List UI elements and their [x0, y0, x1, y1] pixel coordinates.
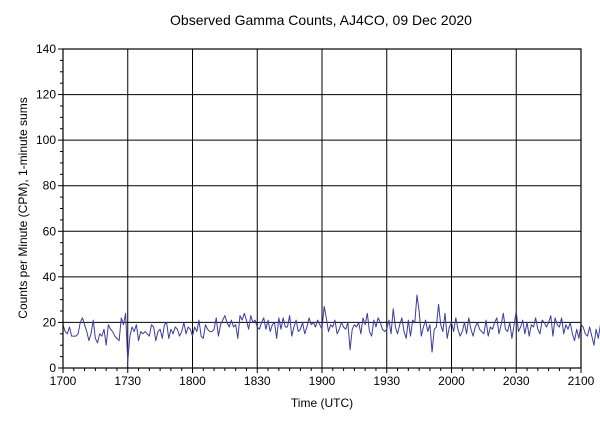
y-tick-label: 100	[36, 133, 56, 147]
x-tick-label: 1800	[179, 374, 206, 388]
x-tick-label: 2000	[438, 374, 465, 388]
y-tick-label: 140	[36, 42, 56, 56]
series-line	[62, 294, 600, 362]
x-tick-label: 1900	[309, 374, 336, 388]
x-axis-label: Time (UTC)	[291, 396, 353, 410]
x-tick-label: 1930	[373, 374, 400, 388]
chart-title: Observed Gamma Counts, AJ4CO, 09 Dec 202…	[170, 12, 472, 28]
series-line-group	[62, 294, 600, 362]
x-tick-label: 2100	[568, 374, 595, 388]
y-tick-label: 0	[49, 361, 56, 375]
y-axis-label: Counts per Minute (CPM), 1-minute sums	[16, 97, 30, 318]
axis-ticks: 1700 1730 1800 1830 1900 1930 2000 2030 2100 0 20 4…	[36, 42, 595, 388]
x-tick-label: 1830	[244, 374, 271, 388]
y-tick-label: 20	[43, 315, 57, 329]
y-tick-label: 120	[36, 88, 56, 102]
y-tick-label: 80	[43, 179, 57, 193]
y-tick-label: 60	[43, 224, 57, 238]
x-tick-label: 1700	[50, 374, 77, 388]
x-tick-label: 1730	[114, 374, 141, 388]
grid-lines	[63, 49, 581, 368]
x-tick-label: 2030	[503, 374, 530, 388]
y-tick-label: 40	[43, 270, 57, 284]
